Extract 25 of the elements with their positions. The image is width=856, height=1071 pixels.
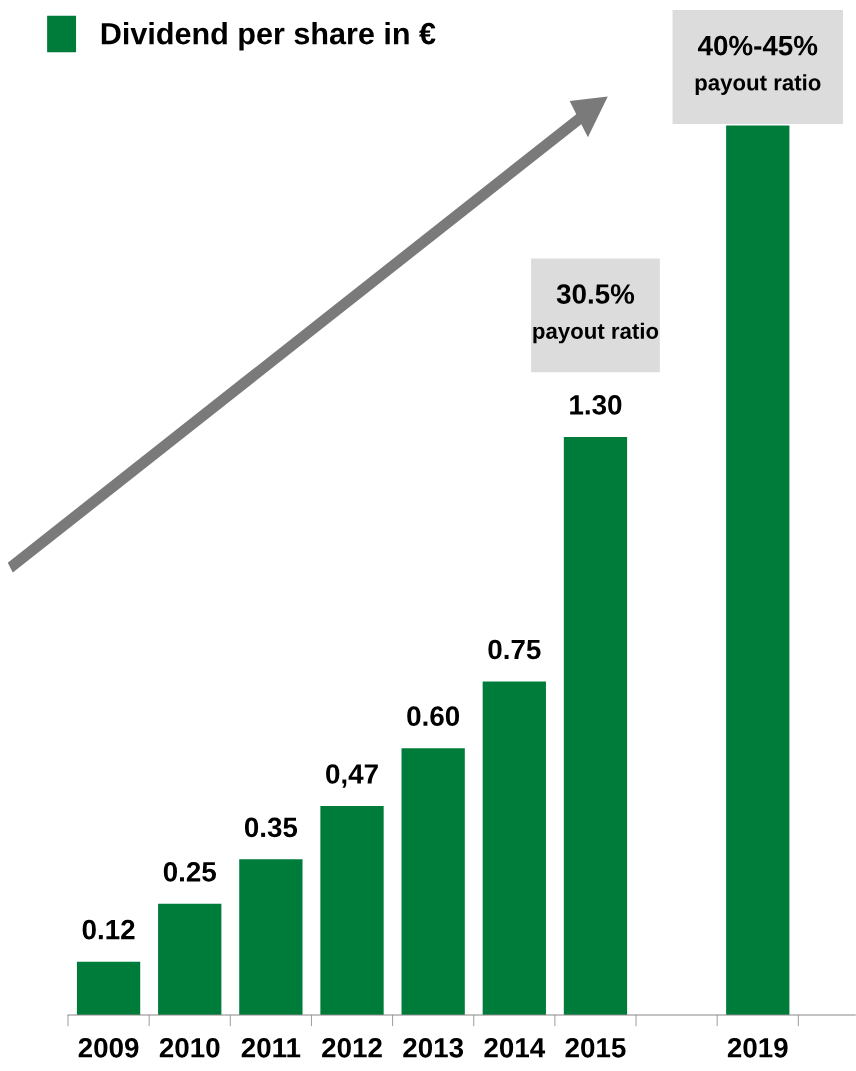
- bar: [563, 436, 628, 1015]
- data-label: 1.30: [570, 395, 622, 415]
- bar: [482, 681, 546, 1015]
- bar: [158, 903, 222, 1015]
- x-tick-label: 2015: [565, 1037, 626, 1058]
- legend-label: Dividend per share in €: [101, 22, 436, 51]
- x-tick-label: 2010: [159, 1037, 220, 1058]
- data-label: 0.60: [407, 706, 460, 727]
- text: 40%-45% payout ratio: [695, 35, 821, 95]
- data-label: 0.12: [82, 919, 135, 940]
- bar: [76, 961, 141, 1015]
- data-label: 0.75: [488, 639, 541, 660]
- data-label: 0.35: [244, 817, 298, 838]
- x-tick-label: 2011: [241, 1037, 301, 1058]
- annotation: 30.5% payout ratio: [533, 284, 659, 344]
- data-label: 0.25: [163, 862, 216, 882]
- x-tick-label: 2013: [403, 1037, 464, 1058]
- bar: [239, 859, 303, 1015]
- x-tick-label: 2014: [484, 1037, 546, 1058]
- x-tick-label: 2012: [322, 1037, 382, 1058]
- bar: [320, 805, 384, 1015]
- bar: [401, 748, 465, 1015]
- x-tick-label: 2019: [727, 1037, 788, 1058]
- data-label: 0,47: [326, 764, 378, 788]
- x-tick-label: 2009: [78, 1037, 139, 1058]
